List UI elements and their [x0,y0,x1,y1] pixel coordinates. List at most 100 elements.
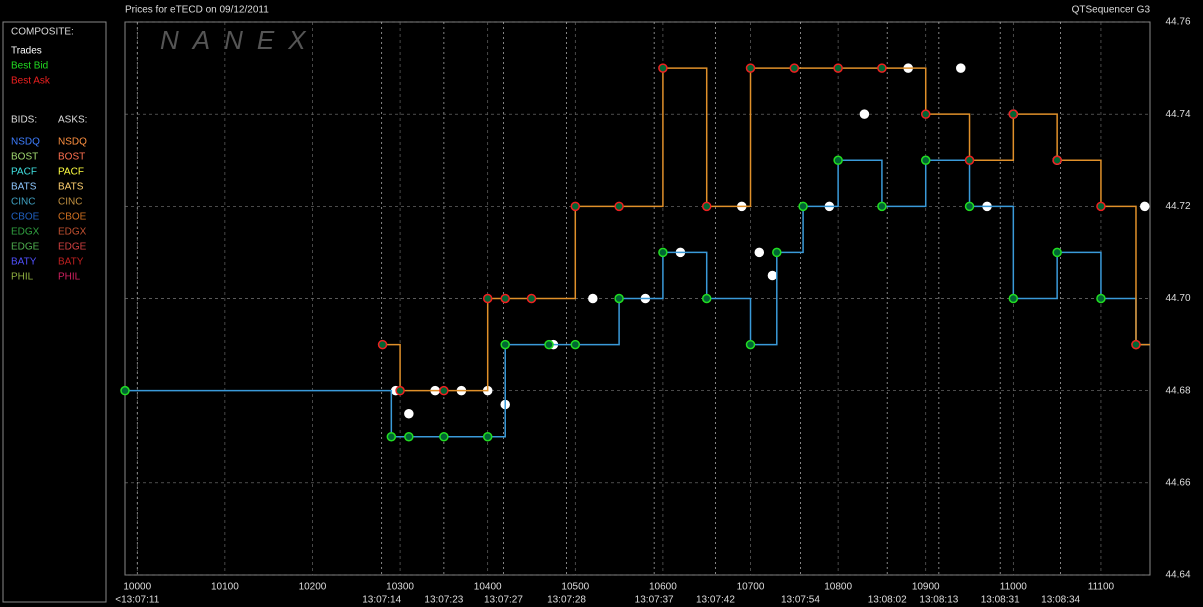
marker [120,385,130,396]
y-tick-label: 44.68 [1165,385,1190,396]
legend-entry: NSDQ [58,137,87,148]
marker [920,155,931,165]
legend-entry: BATY [58,257,84,268]
time-label: 13:08:13 [919,595,958,606]
marker [1096,293,1106,304]
legend-entry: EDGX [11,227,40,238]
marker [877,201,887,212]
marker [745,63,756,73]
legend-entry: PHIL [58,272,81,283]
marker [544,339,554,350]
bids-title: BIDS: [11,115,37,126]
legend-entry: BOST [58,152,85,163]
time-label: 13:07:37 [635,595,674,606]
x-tick-label: 10300 [386,582,414,593]
marker [964,155,975,165]
time-label: 13:07:14 [362,595,401,606]
marker [1131,339,1141,350]
legend-entry: BATS [58,182,84,193]
marker [395,385,405,396]
marker [789,63,800,73]
legend-entry: CINC [11,197,35,208]
x-tick-label: 11100 [1088,582,1115,593]
legend-entry: BOST [11,152,38,163]
x-tick-label: 10900 [912,582,940,593]
marker [386,432,397,442]
x-tick-label: 10500 [561,582,589,593]
asks-title: ASKS: [58,115,87,126]
legend-title: COMPOSITE: [11,27,74,38]
marker [745,339,756,350]
x-tick-label: 10200 [299,582,327,593]
time-label: 13:08:34 [1041,595,1080,606]
marker [833,155,843,165]
marker [526,293,537,304]
marker [570,201,581,212]
marker [482,293,493,304]
x-tick-label: 10000 [123,582,151,593]
marker [614,201,624,212]
marker [658,247,668,258]
x-tick-label: 10100 [211,582,239,593]
legend-entry: NSDQ [11,137,40,148]
legend-entry: CBOE [11,212,40,223]
marker [701,201,712,212]
legend-panel [2,21,107,603]
marker [588,293,598,304]
marker [614,293,624,304]
marker [439,385,449,396]
time-label: 13:07:27 [484,595,523,606]
legend-entry: Best Ask [11,76,51,87]
y-tick-label: 44.66 [1165,477,1190,488]
marker [658,63,668,73]
legend-entry: PHIL [11,272,34,283]
marker [767,270,778,281]
marker [1096,201,1106,212]
marker [404,432,414,442]
marker [1052,247,1062,258]
marker [754,247,765,258]
x-tick-label: 10800 [824,582,852,593]
legend-entry: EDGX [58,227,87,238]
legend-entry: EDGE [11,242,40,253]
legend-entry: PACF [11,167,37,178]
marker [570,339,581,350]
app-name: QTSequencer G3 [1072,5,1151,16]
marker [1052,155,1062,165]
legend-entry: CINC [58,197,82,208]
time-label: <13:07:11 [115,595,159,606]
y-tick-label: 44.76 [1165,17,1190,28]
time-label: 13:08:02 [868,595,907,606]
marker [701,293,712,304]
marker [877,63,887,73]
marker [1139,201,1150,212]
time-label: 13:07:28 [547,595,586,606]
time-label: 13:07:23 [424,595,463,606]
x-tick-label: 11000 [1000,582,1028,593]
chart-title: Prices for eTECD on 09/12/2011 [125,5,269,16]
y-tick-label: 44.72 [1165,201,1190,212]
x-tick-label: 10700 [737,582,765,593]
y-tick-label: 44.74 [1165,109,1190,120]
y-tick-label: 44.70 [1165,293,1190,304]
y-tick-label: 44.64 [1165,570,1190,581]
marker [500,293,510,304]
legend-entry: CBOE [58,212,87,223]
legend-entry: Best Bid [11,61,48,72]
time-label: 13:07:54 [781,595,820,606]
marker [1008,109,1019,119]
marker [964,201,975,212]
marker [482,432,493,442]
watermark: NANEX [160,25,320,55]
marker [772,247,782,258]
x-tick-label: 10400 [474,582,502,593]
time-label: 13:07:42 [696,595,735,606]
legend-entry: EDGE [58,242,87,253]
marker [439,432,449,442]
legend-entry: Trades [11,46,42,57]
marker [920,109,931,119]
marker [500,339,510,350]
legend-entry: PACF [58,167,84,178]
